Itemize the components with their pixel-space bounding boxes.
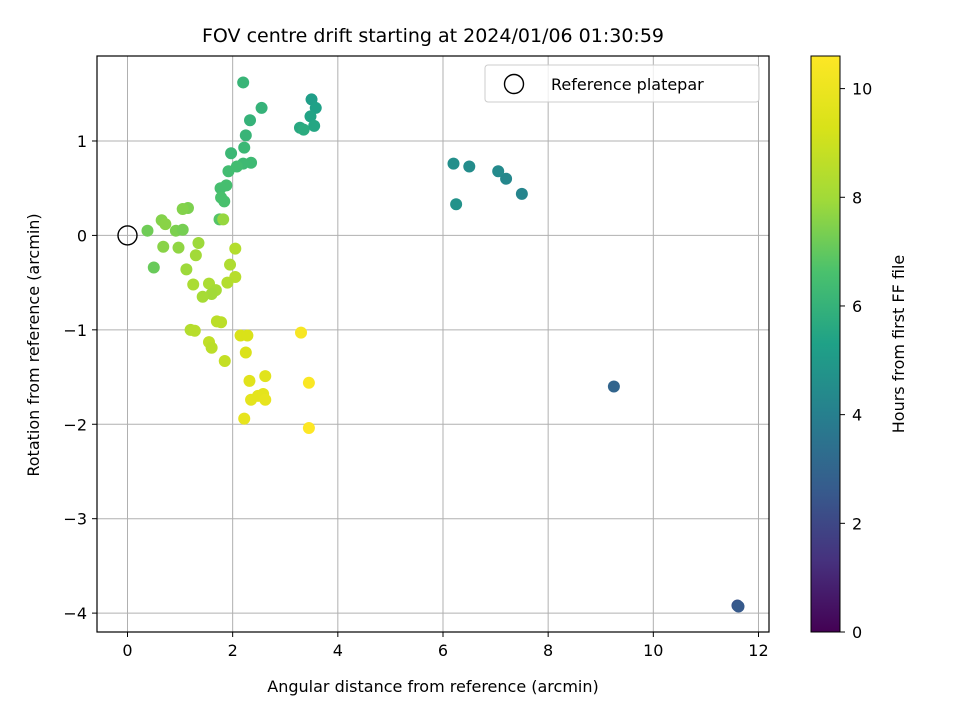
data-point xyxy=(492,165,505,178)
data-point xyxy=(215,316,228,329)
data-point xyxy=(239,129,252,142)
data-point xyxy=(176,223,189,236)
data-point xyxy=(157,240,170,253)
data-point xyxy=(218,195,231,208)
data-point xyxy=(308,119,321,132)
data-point xyxy=(302,422,315,435)
data-point xyxy=(259,370,272,383)
colorbar-ticks: 0 2 4 6 8 10 xyxy=(840,80,872,642)
data-point xyxy=(237,76,250,89)
x-tick-label: 2 xyxy=(228,641,238,660)
data-point xyxy=(243,374,256,387)
data-point xyxy=(147,261,160,274)
data-points xyxy=(141,76,745,613)
data-point xyxy=(218,354,231,367)
data-point xyxy=(205,341,218,354)
data-point xyxy=(196,290,209,303)
y-axis-ticks: −4 −3 −2 −1 0 1 xyxy=(63,132,97,623)
chart-title: FOV centre drift starting at 2024/01/06 … xyxy=(202,25,664,47)
data-point xyxy=(732,600,745,613)
colorbar: 0 2 4 6 8 10 Hours from first FF file xyxy=(810,55,908,642)
data-point xyxy=(515,187,528,200)
x-axis-label: Angular distance from reference (arcmin) xyxy=(267,677,598,696)
data-point xyxy=(189,249,202,262)
data-point xyxy=(217,213,230,226)
data-point xyxy=(304,110,317,123)
data-point xyxy=(238,141,251,154)
colorbar-gradient xyxy=(810,55,841,633)
data-point xyxy=(295,326,308,339)
y-tick-label: −3 xyxy=(63,510,87,529)
x-tick-label: 8 xyxy=(543,641,553,660)
x-tick-label: 6 xyxy=(438,641,448,660)
data-point xyxy=(255,101,268,114)
data-point xyxy=(447,157,460,170)
x-tick-label: 10 xyxy=(643,641,663,660)
y-tick-label: 1 xyxy=(77,132,87,151)
data-point xyxy=(159,218,172,231)
data-point xyxy=(187,278,200,291)
colorbar-tick-label: 4 xyxy=(852,406,862,425)
data-point xyxy=(172,241,185,254)
data-point xyxy=(241,329,254,342)
colorbar-tick-label: 2 xyxy=(852,514,862,533)
legend-entry: Reference platepar xyxy=(551,75,704,94)
x-tick-label: 0 xyxy=(122,641,132,660)
x-tick-label: 12 xyxy=(748,641,768,660)
data-point xyxy=(463,160,476,173)
data-point xyxy=(229,242,242,255)
colorbar-tick-label: 0 xyxy=(852,623,862,642)
data-point xyxy=(302,376,315,389)
colorbar-tick-label: 8 xyxy=(852,188,862,207)
data-point xyxy=(259,393,272,406)
data-point xyxy=(221,276,234,289)
data-point xyxy=(188,324,201,337)
y-tick-label: −2 xyxy=(63,415,87,434)
data-point xyxy=(192,236,205,249)
plot-frame xyxy=(96,55,770,633)
legend-marker xyxy=(503,73,525,95)
data-point xyxy=(239,346,252,359)
legend-box xyxy=(484,64,760,103)
x-axis-ticks: 0 2 4 6 8 10 12 xyxy=(122,632,769,660)
colorbar-tick-label: 10 xyxy=(852,80,872,99)
data-point xyxy=(607,380,620,393)
data-point xyxy=(238,412,251,425)
data-point xyxy=(224,258,237,271)
grid xyxy=(97,56,769,632)
data-point xyxy=(141,224,154,237)
y-tick-label: −4 xyxy=(63,604,87,623)
legend: Reference platepar xyxy=(484,64,760,103)
data-point xyxy=(214,182,227,195)
y-axis-label: Rotation from reference (arcmin) xyxy=(24,213,43,476)
data-point xyxy=(297,123,310,136)
data-point xyxy=(500,172,513,185)
x-tick-label: 4 xyxy=(333,641,343,660)
data-point xyxy=(244,114,257,127)
data-point xyxy=(225,147,238,160)
data-point xyxy=(176,202,189,215)
y-tick-label: −1 xyxy=(63,321,87,340)
reference-platepar-marker xyxy=(117,225,138,246)
data-point xyxy=(245,393,258,406)
y-tick-label: 0 xyxy=(77,226,87,245)
colorbar-tick-label: 6 xyxy=(852,297,862,316)
data-point xyxy=(180,263,193,276)
data-point xyxy=(450,198,463,211)
colorbar-label: Hours from first FF file xyxy=(889,255,908,434)
data-point xyxy=(222,165,235,178)
